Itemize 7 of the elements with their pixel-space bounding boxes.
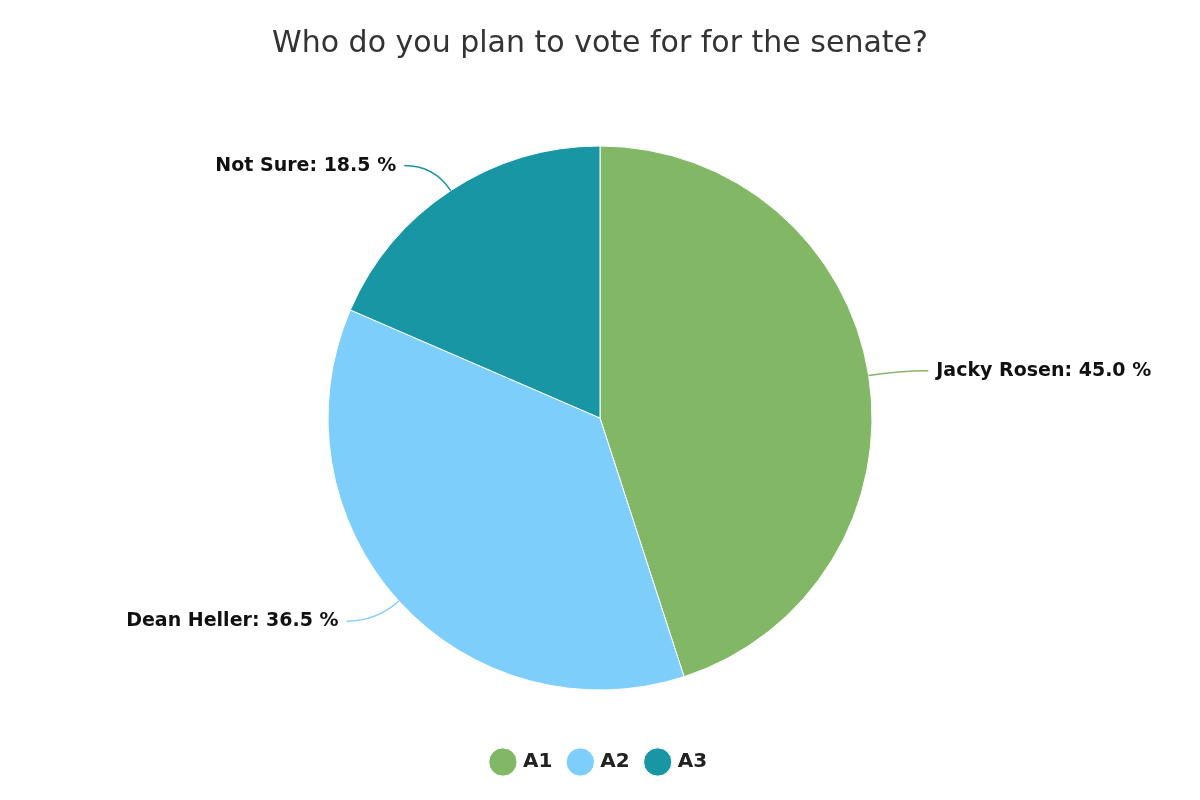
data-label: Jacky Rosen: 45.0 % [934,357,1152,380]
data-label: Dean Heller: 36.5 % [126,608,339,631]
data-label: Not Sure: 18.5 % [215,152,397,175]
legend-label: A1 [522,748,553,773]
chart-title: Who do you plan to vote for for the senate? [272,23,928,59]
legend-label: A2 [600,748,630,773]
legend-label: A3 [677,748,708,773]
